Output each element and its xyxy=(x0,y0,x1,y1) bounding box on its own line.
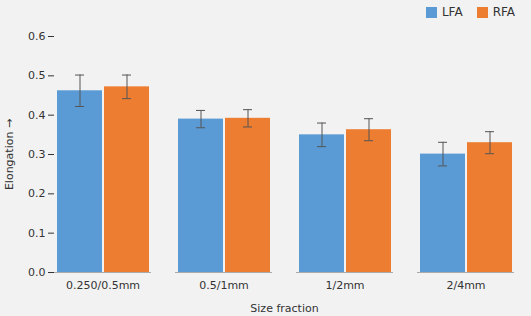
svg-text:Elongation →: Elongation → xyxy=(3,119,16,190)
svg-text:0.6: 0.6 xyxy=(28,30,46,43)
svg-text:0.3: 0.3 xyxy=(28,148,46,161)
html-text:RFA: RFA xyxy=(492,5,515,19)
svg-text:2/4mm: 2/4mm xyxy=(446,279,485,292)
svg-text:1/2mm: 1/2mm xyxy=(325,279,364,292)
svg-text:0.2: 0.2 xyxy=(28,187,46,200)
svg-text:0.1: 0.1 xyxy=(28,227,46,240)
svg-text:0.5: 0.5 xyxy=(28,69,46,82)
svg-text:Size fraction: Size fraction xyxy=(250,302,318,315)
html-text:LFA: LFA xyxy=(441,5,463,19)
svg-text:0.5/1mm: 0.5/1mm xyxy=(199,279,249,292)
svg-text:0.4: 0.4 xyxy=(28,109,46,122)
svg-text:0.250/0.5mm: 0.250/0.5mm xyxy=(66,279,140,292)
svg-text:0.0: 0.0 xyxy=(28,266,46,279)
